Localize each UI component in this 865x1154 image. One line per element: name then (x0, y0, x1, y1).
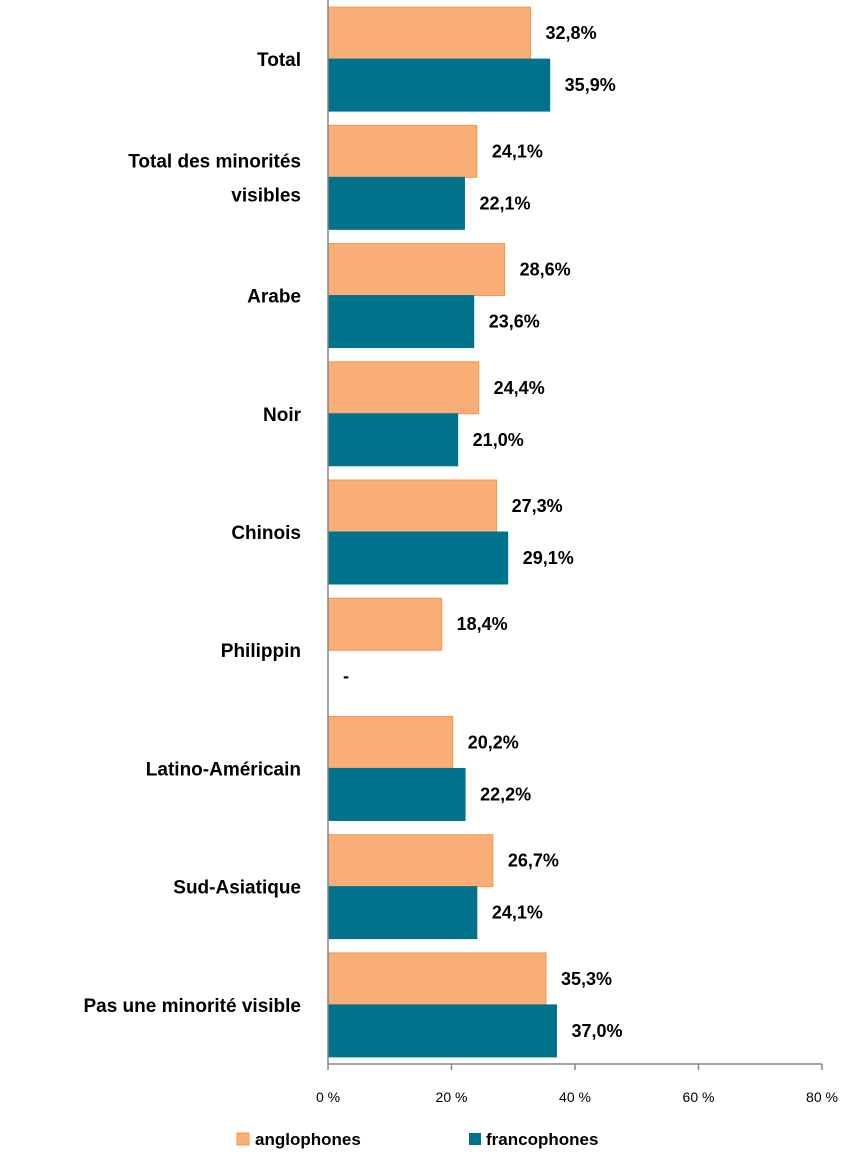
bar-anglophones-4 (327, 479, 498, 533)
bar-francophones-3 (327, 413, 459, 467)
value-label-anglophones-6: 20,2% (468, 732, 519, 752)
bar-francophones-2 (327, 295, 475, 349)
value-label-anglophones-0: 32,8% (546, 23, 597, 43)
value-label-anglophones-2: 28,6% (520, 260, 571, 280)
value-label-francophones-3: 21,0% (473, 430, 524, 450)
x-tick-label-2: 40 % (559, 1089, 591, 1105)
value-label-francophones-2: 23,6% (489, 312, 540, 332)
bar-francophones-8 (327, 1004, 557, 1058)
category-label-3: Noir (263, 405, 302, 426)
x-axis-ticks: 0 % 20 % 40 % 60 % 80 % (316, 1064, 838, 1105)
value-label-francophones-7: 24,1% (492, 903, 543, 923)
category-label-2: Arabe (247, 287, 301, 308)
bar-anglophones-5 (327, 597, 443, 651)
bar-anglophones-7 (327, 834, 494, 888)
bar-francophones-6 (327, 767, 466, 821)
legend-swatch-anglophones (236, 1132, 250, 1146)
value-label-anglophones-5: 18,4% (457, 614, 508, 634)
bar-anglophones-3 (327, 361, 480, 415)
bar-anglophones-1 (327, 124, 478, 178)
category-label-1: Total des minorités visibles (128, 151, 301, 206)
bar-francophones-7 (327, 886, 478, 940)
value-label-francophones-1: 22,1% (479, 193, 530, 213)
legend: anglophones francophones (236, 1130, 598, 1149)
category-label-5: Philippin (221, 641, 301, 662)
category-label-4: Chinois (231, 523, 301, 544)
category-label-8: Pas une minorité visible (83, 996, 301, 1017)
category-label-0: Total (257, 50, 301, 71)
x-tick-label-1: 20 % (436, 1089, 468, 1105)
bar-francophones-4 (327, 531, 509, 585)
bar-francophones-1 (327, 176, 465, 230)
x-tick-label-4: 80 % (806, 1089, 838, 1105)
value-label-francophones-0: 35,9% (565, 75, 616, 95)
category-label-6: Latino-Américain (146, 759, 301, 780)
value-label-francophones-4: 29,1% (523, 548, 574, 568)
x-tick-label-0: 0 % (316, 1089, 340, 1105)
value-label-francophones-8: 37,0% (571, 1021, 622, 1041)
legend-label-francophones: francophones (486, 1130, 598, 1149)
legend-swatch-francophones (469, 1133, 481, 1145)
category-label-7: Sud-Asiatique (173, 878, 301, 899)
bar-francophones-0 (327, 58, 551, 112)
category-labels: Total Total des minorités visibles Arabe Noi… (83, 50, 301, 1017)
legend-label-anglophones: anglophones (255, 1130, 361, 1149)
value-label-francophones-5: - (343, 666, 349, 686)
value-label-francophones-6: 22,2% (480, 784, 531, 804)
bar-anglophones-0 (327, 6, 532, 60)
x-tick-label-3: 60 % (683, 1089, 715, 1105)
bar-anglophones-8 (327, 952, 547, 1006)
bar-anglophones-6 (327, 715, 454, 769)
value-label-anglophones-1: 24,1% (492, 141, 543, 161)
bars-layer (327, 6, 557, 1058)
value-label-anglophones-3: 24,4% (494, 378, 545, 398)
bar-anglophones-2 (327, 243, 506, 297)
value-label-anglophones-8: 35,3% (561, 969, 612, 989)
value-label-anglophones-4: 27,3% (512, 496, 563, 516)
value-label-anglophones-7: 26,7% (508, 851, 559, 871)
value-labels: 32,8% 35,9% 24,1% 22,1% 28,6% 23,6% 24,4% 21,0%… (343, 23, 623, 1041)
